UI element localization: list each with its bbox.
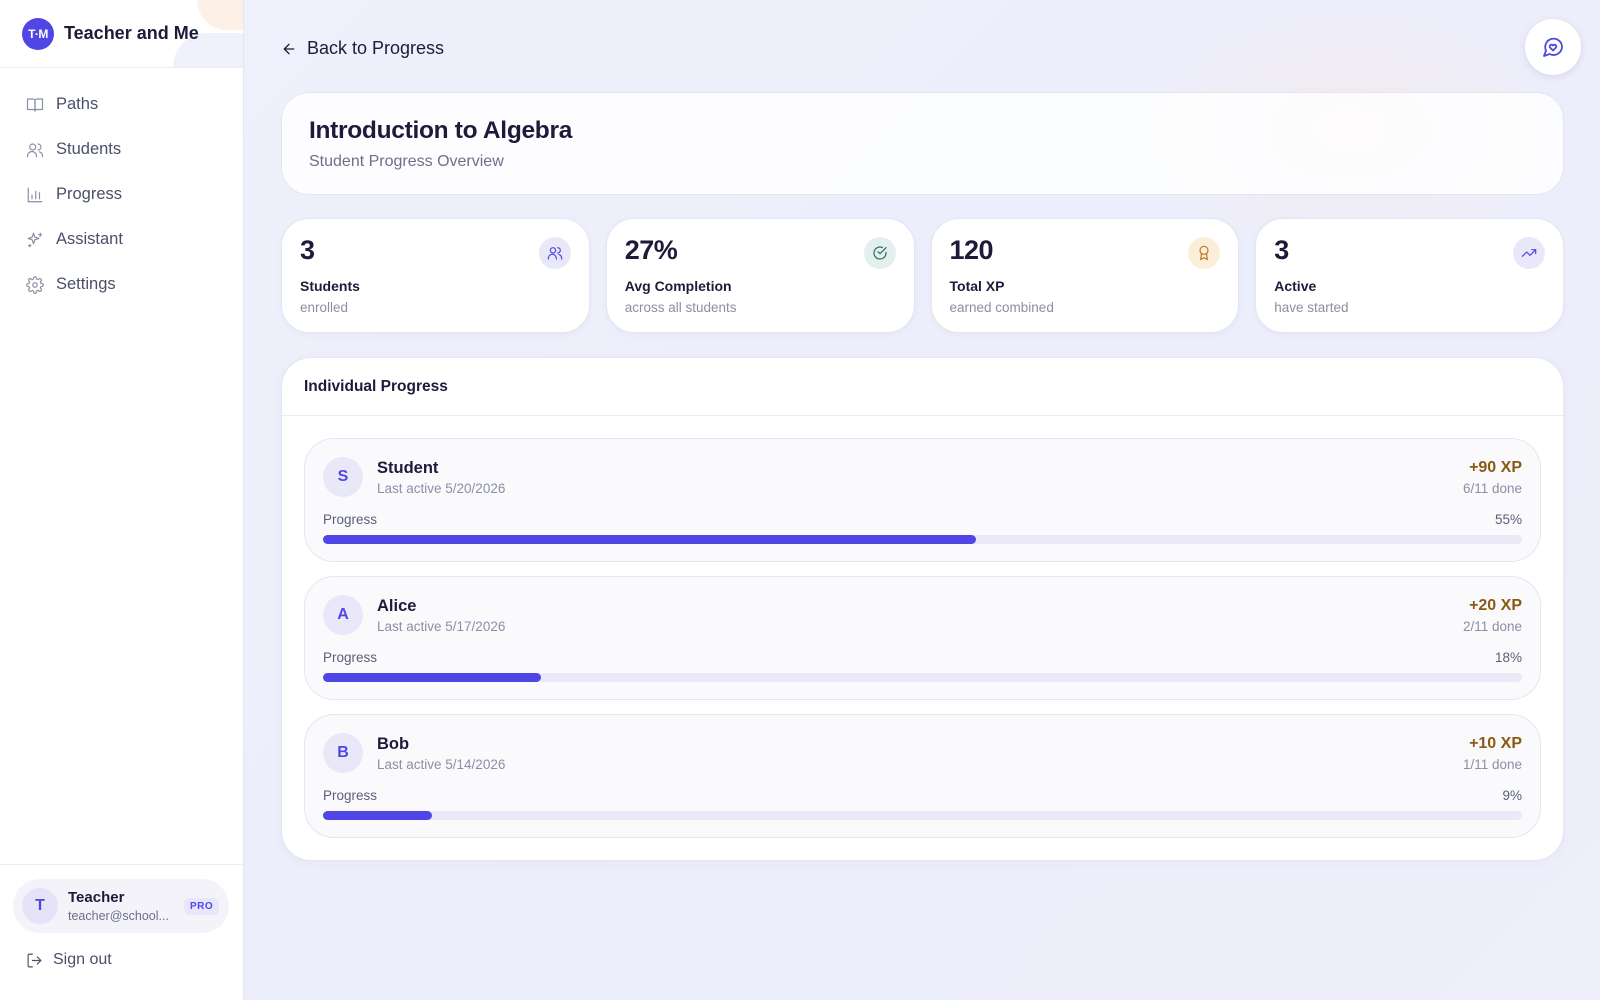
progress-bar-fill (323, 535, 977, 544)
page-header-card: Introduction to Algebra Student Progress… (281, 92, 1564, 195)
stat-card-students: 3 Students enrolled (281, 218, 590, 333)
lessons-done: 2/11 done (1462, 619, 1522, 634)
back-to-progress-link[interactable]: Back to Progress (281, 38, 444, 59)
last-active: Last active 5/14/2026 (377, 757, 506, 772)
app-logo: T·M (22, 17, 54, 50)
list-item[interactable]: S Student Last active 5/20/2026 +90 XP 6… (304, 438, 1541, 562)
sidebar-item-assistant[interactable]: Assistant (0, 217, 243, 262)
stat-label: Total XP (949, 278, 1005, 294)
page-title: Introduction to Algebra (309, 117, 573, 144)
list-item[interactable]: B Bob Last active 5/14/2026 +10 XP 1/11 … (304, 714, 1541, 838)
stat-value: 120 (949, 235, 994, 265)
student-name: Student (377, 459, 439, 477)
sidebar-item-paths[interactable]: Paths (0, 82, 243, 127)
avatar: T (22, 888, 58, 924)
check-circle-icon (863, 237, 896, 269)
stat-value: 3 (300, 235, 315, 265)
last-active: Last active 5/20/2026 (377, 481, 506, 496)
users-icon (26, 142, 44, 157)
sign-out-button[interactable]: Sign out (26, 951, 112, 969)
award-icon (1188, 237, 1221, 269)
sidebar-item-label: Students (56, 140, 122, 158)
sidebar-footer: T Teacher teacher@school... PRO Sign out (0, 864, 243, 1000)
trending-up-icon (1513, 237, 1545, 269)
last-active: Last active 5/17/2026 (377, 619, 506, 634)
book-icon (26, 97, 44, 112)
progress-bar (323, 535, 1522, 544)
xp-earned: +20 XP (1469, 597, 1522, 614)
sidebar-item-label: Assistant (56, 230, 123, 248)
stats-row: 3 Students enrolled 27% Avg Completion a… (281, 218, 1564, 333)
student-name: Bob (377, 735, 410, 753)
stat-card-active: 3 Active have started (1255, 218, 1564, 333)
stat-value: 3 (1274, 235, 1289, 265)
xp-earned: +10 XP (1469, 735, 1522, 752)
xp-earned: +90 XP (1469, 459, 1522, 476)
sidebar-item-label: Paths (56, 95, 99, 113)
arrow-left-icon (283, 43, 295, 54)
student-list: S Student Last active 5/20/2026 +90 XP 6… (282, 416, 1563, 838)
progress-bar-fill (323, 673, 542, 682)
log-out-icon (27, 953, 42, 967)
progress-label: Progress (323, 650, 378, 665)
individual-progress-panel: Individual Progress S Student Last activ… (281, 357, 1564, 861)
chat-heart-icon (1543, 37, 1563, 57)
stat-label: Avg Completion (624, 278, 732, 294)
lessons-done: 1/11 done (1462, 757, 1522, 772)
stat-card-total-xp: 120 Total XP earned combined (930, 218, 1240, 333)
sidebar-item-settings[interactable]: Settings (0, 262, 243, 307)
gear-icon (26, 275, 44, 294)
stat-value: 27% (624, 235, 678, 265)
sidebar-item-progress[interactable]: Progress (0, 172, 243, 217)
sign-out-label: Sign out (53, 951, 112, 968)
avatar: B (323, 733, 363, 773)
avatar: S (323, 457, 363, 497)
stat-label: Active (1274, 278, 1317, 294)
list-item[interactable]: A Alice Last active 5/17/2026 +20 XP 2/1… (304, 576, 1541, 700)
stat-sub: earned combined (949, 300, 1054, 315)
back-link-label: Back to Progress (307, 38, 445, 58)
progress-bar-fill (323, 811, 433, 820)
progress-label: Progress (323, 512, 378, 527)
panel-title: Individual Progress (282, 358, 1563, 416)
sidebar: T·M Teacher and Me Paths Students Progre… (0, 0, 244, 1000)
avatar: A (323, 595, 363, 635)
bar-chart-icon (27, 187, 43, 202)
progress-bar (323, 811, 1522, 820)
sidebar-item-students[interactable]: Students (0, 127, 243, 172)
brand[interactable]: T·M Teacher and Me (0, 0, 243, 68)
sparkles-icon (27, 232, 43, 247)
plan-badge: PRO (184, 897, 220, 915)
progress-percent: 9% (1502, 788, 1522, 803)
sidebar-item-label: Progress (56, 185, 123, 203)
stat-label: Students (300, 278, 360, 294)
student-name: Alice (377, 597, 417, 615)
progress-bar (323, 673, 1522, 682)
stat-sub: have started (1274, 300, 1349, 315)
user-name: Teacher (68, 889, 125, 906)
sidebar-item-label: Settings (56, 275, 116, 293)
app-name: Teacher and Me (64, 23, 199, 43)
users-icon (538, 237, 571, 269)
sidebar-nav: Paths Students Progress Assistant Settin… (0, 68, 243, 307)
chat-support-button[interactable] (1525, 19, 1581, 75)
user-card[interactable]: T Teacher teacher@school... PRO (13, 879, 229, 933)
stat-sub: across all students (624, 300, 737, 315)
user-email: teacher@school... (68, 909, 169, 923)
progress-percent: 18% (1494, 650, 1522, 665)
progress-label: Progress (323, 788, 378, 803)
lessons-done: 6/11 done (1462, 481, 1522, 496)
progress-percent: 55% (1494, 512, 1522, 527)
page-subtitle: Student Progress Overview (309, 153, 504, 170)
stat-sub: enrolled (300, 300, 349, 315)
stat-card-avg-completion: 27% Avg Completion across all students (605, 218, 915, 333)
